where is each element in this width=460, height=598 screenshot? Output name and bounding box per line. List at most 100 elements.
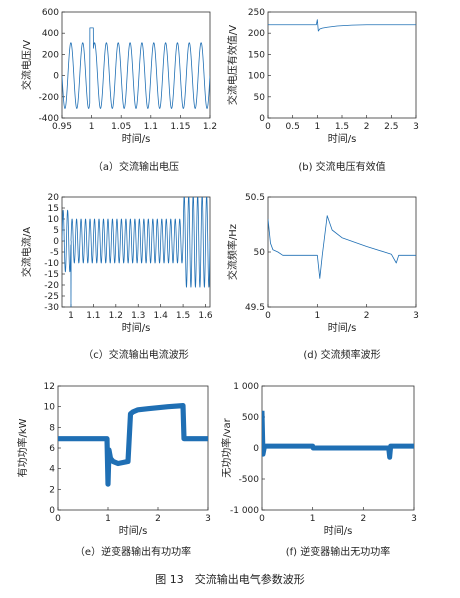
y-tick-label: 200 (42, 50, 59, 60)
y-tick-label: -200 (39, 93, 60, 103)
y-tick-label: 150 (248, 50, 265, 60)
x-axis-label: 时间/s (328, 132, 357, 145)
x-tick-label: 0 (265, 122, 271, 132)
y-tick-label: -30 (44, 303, 59, 313)
panel-caption: （a）交流输出电压 (93, 160, 179, 173)
plot-frame (61, 11, 211, 119)
y-tick-label: 100 (248, 72, 265, 82)
panel-caption: (b) 交流电压有效值 (298, 160, 385, 173)
series-line (268, 215, 416, 279)
x-axis-label: 时间/s (122, 321, 151, 334)
y-tick-label: -10 (44, 259, 59, 269)
y-tick-label: 0 (259, 114, 265, 124)
y-tick-label: 5 (53, 226, 59, 236)
y-axis-label: 交流频率/Hz (226, 224, 239, 280)
x-tick-label: 1.05 (111, 122, 131, 132)
chart-panel-d: 0 1 2 3 49.5 50 50.5 时间/s 交流频率/Hz (d) 交流频率波形 (226, 193, 419, 361)
y-tick-label: 10 (44, 403, 56, 413)
y-tick-label: -1 000 (230, 506, 259, 516)
y-tick-label: -20 (44, 281, 59, 291)
x-tick-label: 2 (360, 514, 366, 524)
series-line (262, 410, 414, 460)
x-tick-label: 1.15 (170, 122, 190, 132)
x-tick-label: 3 (205, 514, 211, 524)
y-tick-label: 50.5 (245, 193, 265, 203)
x-axis-label: 时间/s (122, 132, 151, 145)
x-tick-label: 1.3 (131, 311, 145, 321)
y-tick-label: 400 (42, 29, 59, 39)
x-tick-label: 1.2 (109, 311, 123, 321)
panel-caption: (d) 交流频率波形 (303, 348, 380, 361)
y-tick-label: 600 (42, 8, 59, 18)
plot-frame (57, 385, 209, 511)
series-line (268, 19, 416, 32)
series-line (62, 197, 210, 307)
x-tick-label: 1.5 (335, 122, 349, 132)
chart-panels: 0.95 1 1.05 1.1 1.15 1.2-400-2000200400600时间/… (16, 8, 419, 558)
panel-caption: (f) 逆变器输出无功功率 (286, 545, 391, 558)
y-tick-label: 20 (48, 193, 60, 203)
x-tick-label: 0.5 (286, 122, 300, 132)
y-axis-label: 交流电压/V (20, 40, 33, 90)
x-tick-label: 2 (364, 122, 370, 132)
y-tick-label: 0 (53, 72, 59, 82)
series-line (62, 27, 210, 109)
y-tick-label: 1 000 (233, 382, 259, 392)
x-tick-label: 0 (265, 311, 271, 321)
y-tick-label: 500 (242, 413, 259, 423)
x-tick-label: 1 (314, 122, 320, 132)
y-tick-label: 49.5 (245, 303, 265, 313)
y-tick-label: 0 (49, 506, 55, 516)
x-tick-label: 1 (68, 311, 74, 321)
panel-caption: （c）交流输出电流波形 (83, 348, 189, 361)
x-axis-label: 时间/s (119, 524, 148, 537)
y-tick-label: 15 (48, 204, 59, 214)
y-axis-label: 交流电流/A (20, 227, 33, 277)
panel-caption: （e）逆变器输出有功功率 (75, 545, 191, 558)
y-tick-label: -15 (44, 270, 59, 280)
y-axis-label: 有功功率/kW (16, 418, 29, 477)
y-tick-label: -25 (44, 292, 59, 302)
y-tick-label: -500 (239, 475, 260, 485)
x-tick-label: 1.5 (176, 311, 190, 321)
chart-panel-a: 0.95 1 1.05 1.1 1.15 1.2 -400 -200 0 200 400 600 时间/… (20, 8, 217, 173)
x-tick-label: 1 (314, 311, 320, 321)
x-tick-label: 1.6 (198, 311, 213, 321)
y-tick-label: 12 (44, 382, 55, 392)
series-line (58, 403, 208, 487)
x-tick-label: 0 (259, 514, 265, 524)
x-tick-label: 1.4 (154, 311, 169, 321)
x-tick-label: 2 (364, 311, 370, 321)
x-tick-label: 0 (55, 514, 61, 524)
y-tick-label: 0 (53, 237, 59, 247)
chart-panel-c: 1 1.1 1.2 1.3 1.4 1.5 1.6 -30-25-20-15-10-50510… (20, 193, 213, 361)
chart-panel-b: 0 0.5 1 1.5 2 2.5 3 0 50 100 150 200 250 时间/s 交流电压有效值/… (226, 8, 419, 173)
y-tick-label: 250 (248, 8, 265, 18)
y-tick-label: 8 (49, 423, 55, 433)
x-tick-label: 3 (411, 514, 417, 524)
y-tick-label: 200 (248, 29, 265, 39)
y-tick-label: 0 (253, 444, 259, 454)
x-tick-label: 1 (105, 514, 111, 524)
x-axis-label: 时间/s (328, 321, 357, 334)
x-tick-label: 3 (413, 311, 419, 321)
chart-panel-f: 0 1 2 3 -1 000 -500 0 500 1 000 时间/s 无功功率/var (f) 逆… (220, 382, 417, 558)
x-tick-label: 0.95 (52, 122, 72, 132)
y-tick-label: 50 (254, 248, 266, 258)
x-tick-label: 3 (413, 122, 419, 132)
figure-title: 图 13 交流输出电气参数波形 (155, 572, 305, 586)
x-tick-label: 1 (310, 514, 316, 524)
x-tick-label: 1.1 (144, 122, 158, 132)
y-tick-label: 10 (48, 215, 60, 225)
plot-frame (267, 196, 417, 308)
y-tick-label: 4 (49, 465, 55, 475)
x-tick-label: 1.2 (203, 122, 217, 132)
y-tick-label: -400 (39, 114, 60, 124)
x-tick-label: 2.5 (384, 122, 398, 132)
y-tick-label: -5 (50, 248, 59, 258)
y-axis-label: 无功功率/var (220, 417, 233, 477)
x-tick-label: 1 (89, 122, 95, 132)
x-axis-label: 时间/s (324, 524, 353, 537)
